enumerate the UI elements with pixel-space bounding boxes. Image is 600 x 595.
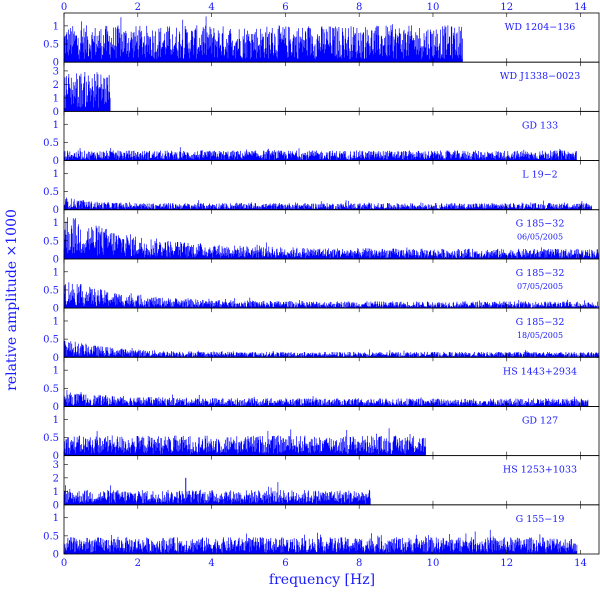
panel-frame (63, 504, 600, 555)
y-tick-label: 1 (53, 267, 59, 278)
x-tick-label: 10 (427, 558, 440, 569)
x-tick-label-top: 4 (208, 2, 214, 13)
y-tick-label: 1 (53, 487, 59, 498)
x-tick-label-top: 12 (500, 2, 513, 13)
x-tick-label: 2 (135, 558, 141, 569)
panel: 0 0.5 1 L 19−2 (43, 160, 600, 216)
y-tick-label: 1 (53, 21, 59, 32)
spectrum-trace (63, 529, 578, 554)
x-tick-label: 6 (282, 558, 288, 569)
y-tick-label: 0 (53, 156, 59, 167)
panel: 0 0.5 1 WD 1204−136 (43, 12, 600, 69)
y-tick-label: 0.5 (43, 335, 59, 346)
panel: 0 1 2 3 WD J1338−0023 (53, 61, 600, 118)
y-tick-label: 0.5 (43, 531, 59, 542)
y-tick-label: 0 (53, 58, 59, 69)
y-tick-label: 0 (53, 205, 59, 216)
y-tick-label: 0 (53, 402, 59, 413)
panel-date: 07/05/2005 (517, 282, 563, 291)
panel-frame (63, 356, 600, 407)
x-tick-label: 0 (61, 558, 67, 569)
y-tick-label: 1 (53, 366, 59, 377)
y-tick-label: 0.5 (43, 40, 59, 51)
y-tick-label: 0.5 (43, 187, 59, 198)
x-tick-label-top: 10 (427, 2, 440, 13)
x-tick-label: 4 (208, 558, 214, 569)
spectrum-trace (63, 71, 111, 112)
x-tick-label-top: 0 (61, 2, 67, 13)
panel: 0 0.5 1 G 155−19 (43, 504, 600, 561)
spectrum-trace (63, 482, 371, 505)
spectrum-trace (63, 428, 426, 456)
y-tick-label: 0.5 (43, 433, 59, 444)
panel-label: WD J1338−0023 (500, 71, 581, 82)
spectrum-trace (63, 16, 463, 63)
x-tick-label-top: 2 (135, 2, 141, 13)
y-tick-label: 1 (53, 93, 59, 104)
panel: 0 0.5 1 G 185−32 06/05/2005 (43, 209, 600, 265)
y-tick-label: 0.5 (43, 236, 59, 247)
panel-label: GD 127 (522, 415, 558, 426)
y-tick-label: 1 (53, 120, 59, 131)
panel-label: WD 1204−136 (505, 22, 576, 33)
panel: 0 1 2 3 HS 1253+1033 (53, 455, 600, 511)
panel-frame (63, 61, 600, 112)
y-tick-label: 3 (53, 460, 59, 471)
panel: 0 0.5 1 HS 1443+2934 (43, 356, 600, 413)
x-tick-label-top: 6 (282, 2, 288, 13)
panel: 0 0.5 1 GD 133 (43, 110, 600, 167)
panel-label: G 185−32 (516, 268, 565, 279)
y-tick-label: 0.5 (43, 138, 59, 149)
panel-label: HS 1253+1033 (503, 465, 577, 476)
top-axis-tick-labels: 0 2 4 6 8 10 12 14 (61, 2, 587, 13)
panel-date: 18/05/2005 (517, 331, 563, 340)
y-axis-title: relative amplitude ×1000 (4, 209, 20, 391)
y-tick-label: 2 (53, 80, 59, 91)
x-tick-label-top: 8 (356, 2, 362, 13)
y-tick-label: 0 (53, 254, 59, 265)
spectrum-trace (63, 340, 600, 358)
y-tick-label: 1 (53, 513, 59, 524)
y-tick-label: 0 (53, 500, 59, 511)
panel: 0 0.5 1 G 185−32 18/05/2005 (43, 307, 600, 364)
panel-label: G 185−32 (516, 317, 565, 328)
y-tick-label: 0 (53, 550, 59, 561)
y-tick-label: 3 (53, 66, 59, 77)
spectrum-trace (63, 197, 592, 210)
panel-label: G 185−32 (516, 219, 565, 230)
x-tick-label: 8 (356, 558, 362, 569)
x-tick-label: 12 (500, 558, 513, 569)
y-tick-label: 2 (53, 473, 59, 484)
spectrum-trace (63, 390, 589, 407)
y-tick-label: 1 (53, 169, 59, 180)
panel-frame (63, 160, 600, 211)
x-tick-label: 14 (574, 558, 587, 569)
y-tick-label: 1 (53, 415, 59, 426)
bottom-axis-tick-labels: 0 2 4 6 8 10 12 14 (61, 558, 587, 569)
panel: 0 0.5 1 GD 127 (43, 406, 600, 462)
panel-date: 06/05/2005 (517, 233, 563, 242)
y-tick-label: 0 (53, 304, 59, 315)
panel-label: G 155−19 (516, 514, 565, 525)
y-tick-label: 0 (53, 353, 59, 364)
y-tick-label: 0 (53, 107, 59, 118)
y-tick-label: 1 (53, 218, 59, 229)
panel-label: GD 133 (522, 120, 558, 131)
panel: 0 0.5 1 G 185−32 07/05/2005 (43, 258, 600, 315)
panel-label: L 19−2 (522, 170, 557, 181)
spectrum-trace (63, 147, 578, 161)
y-tick-label: 1 (53, 316, 59, 327)
x-axis-title: frequency [Hz] (269, 572, 375, 588)
y-tick-label: 0.5 (43, 384, 59, 395)
x-tick-label-top: 14 (574, 2, 587, 13)
y-tick-label: 0.5 (43, 285, 59, 296)
y-tick-label: 0 (53, 451, 59, 462)
panel-label: HS 1443+2934 (503, 366, 577, 377)
